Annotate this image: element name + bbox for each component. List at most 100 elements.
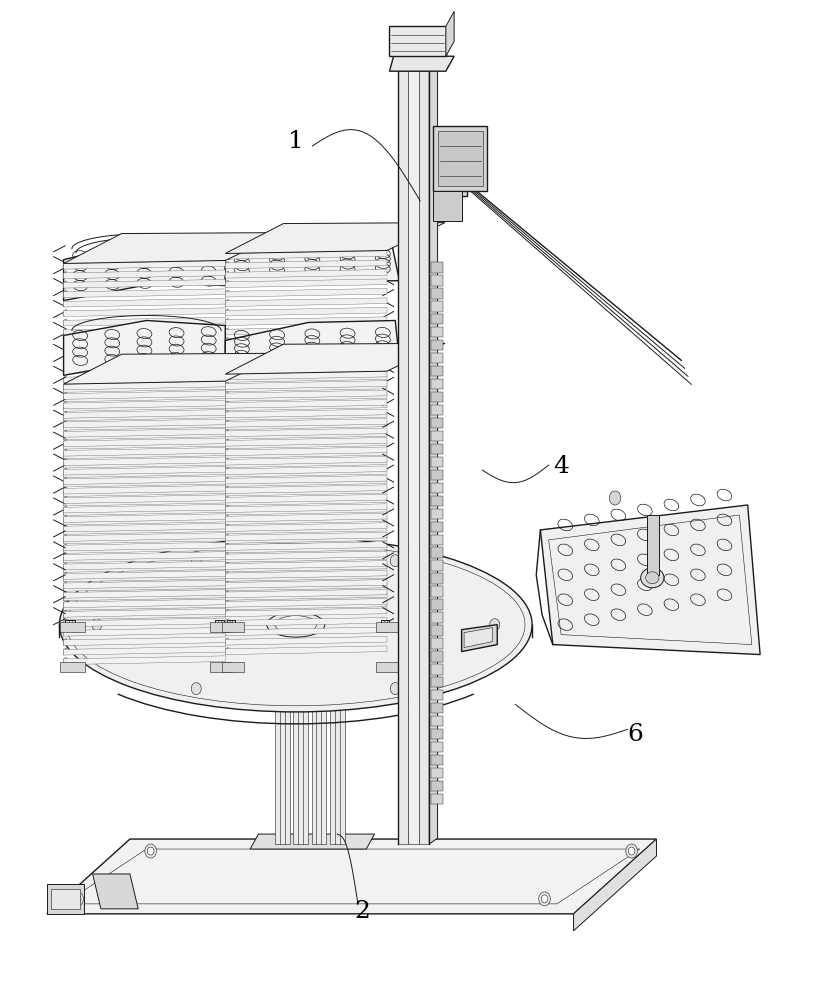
- Polygon shape: [433, 126, 488, 191]
- Polygon shape: [381, 665, 389, 670]
- Polygon shape: [225, 570, 387, 579]
- Polygon shape: [225, 487, 387, 496]
- Polygon shape: [63, 565, 67, 572]
- Polygon shape: [51, 889, 80, 909]
- Polygon shape: [225, 441, 228, 449]
- Polygon shape: [63, 400, 225, 409]
- Polygon shape: [225, 409, 387, 418]
- Polygon shape: [63, 270, 225, 279]
- Polygon shape: [398, 71, 409, 844]
- Polygon shape: [63, 404, 67, 411]
- Circle shape: [626, 844, 637, 858]
- Ellipse shape: [267, 612, 324, 637]
- Ellipse shape: [646, 572, 659, 584]
- Polygon shape: [225, 326, 387, 335]
- Polygon shape: [63, 308, 225, 317]
- Polygon shape: [63, 495, 225, 503]
- Polygon shape: [63, 516, 225, 525]
- Polygon shape: [225, 617, 387, 626]
- Polygon shape: [225, 543, 228, 550]
- Polygon shape: [227, 665, 235, 670]
- Polygon shape: [225, 347, 228, 354]
- Polygon shape: [225, 307, 387, 316]
- Polygon shape: [225, 525, 387, 534]
- Polygon shape: [63, 451, 67, 459]
- Polygon shape: [431, 314, 443, 324]
- Polygon shape: [431, 392, 443, 402]
- Polygon shape: [63, 515, 67, 522]
- Polygon shape: [431, 677, 443, 687]
- Polygon shape: [431, 560, 443, 571]
- Polygon shape: [225, 591, 228, 598]
- Polygon shape: [225, 542, 387, 550]
- Polygon shape: [225, 328, 228, 335]
- Polygon shape: [63, 423, 67, 430]
- Polygon shape: [431, 690, 443, 700]
- Polygon shape: [63, 414, 67, 421]
- Polygon shape: [431, 755, 443, 765]
- Polygon shape: [63, 432, 67, 440]
- Polygon shape: [63, 637, 225, 646]
- Polygon shape: [225, 477, 228, 484]
- Polygon shape: [60, 622, 85, 632]
- Polygon shape: [63, 485, 225, 494]
- Polygon shape: [63, 518, 67, 525]
- Polygon shape: [47, 884, 84, 914]
- Polygon shape: [431, 651, 443, 662]
- Polygon shape: [63, 430, 67, 437]
- Polygon shape: [438, 131, 483, 186]
- Polygon shape: [63, 298, 225, 307]
- Polygon shape: [225, 505, 228, 512]
- Polygon shape: [63, 571, 225, 579]
- Polygon shape: [462, 625, 498, 652]
- Polygon shape: [63, 535, 225, 544]
- Circle shape: [74, 895, 81, 903]
- Polygon shape: [225, 440, 387, 449]
- Polygon shape: [225, 534, 228, 541]
- Polygon shape: [225, 646, 387, 655]
- Polygon shape: [225, 432, 228, 439]
- Polygon shape: [63, 470, 67, 478]
- Polygon shape: [63, 392, 67, 399]
- Polygon shape: [63, 338, 67, 345]
- Polygon shape: [63, 542, 225, 551]
- Polygon shape: [225, 563, 387, 572]
- Polygon shape: [225, 271, 228, 278]
- Polygon shape: [63, 533, 225, 541]
- Polygon shape: [431, 340, 443, 350]
- Polygon shape: [63, 353, 284, 384]
- Polygon shape: [63, 366, 67, 373]
- Polygon shape: [225, 447, 387, 456]
- Polygon shape: [225, 261, 228, 269]
- Polygon shape: [63, 384, 225, 392]
- Polygon shape: [225, 317, 387, 325]
- Polygon shape: [225, 468, 387, 477]
- Polygon shape: [225, 581, 228, 588]
- Polygon shape: [225, 392, 228, 399]
- Polygon shape: [63, 458, 67, 466]
- Polygon shape: [225, 451, 228, 458]
- Polygon shape: [225, 485, 387, 494]
- Polygon shape: [63, 582, 67, 589]
- Polygon shape: [225, 402, 387, 411]
- Polygon shape: [63, 421, 67, 428]
- Polygon shape: [225, 555, 228, 562]
- Polygon shape: [225, 241, 399, 286]
- Circle shape: [72, 892, 83, 906]
- Polygon shape: [225, 280, 228, 288]
- Polygon shape: [63, 561, 225, 570]
- Polygon shape: [431, 483, 443, 493]
- Polygon shape: [63, 336, 225, 345]
- Polygon shape: [431, 444, 443, 454]
- Polygon shape: [63, 477, 67, 485]
- Polygon shape: [225, 448, 228, 456]
- Polygon shape: [225, 603, 228, 610]
- Polygon shape: [225, 486, 228, 494]
- Polygon shape: [63, 499, 67, 506]
- Polygon shape: [63, 442, 67, 449]
- Polygon shape: [431, 573, 443, 584]
- Polygon shape: [63, 544, 67, 551]
- Polygon shape: [431, 586, 443, 597]
- Polygon shape: [63, 583, 225, 591]
- Polygon shape: [225, 513, 387, 522]
